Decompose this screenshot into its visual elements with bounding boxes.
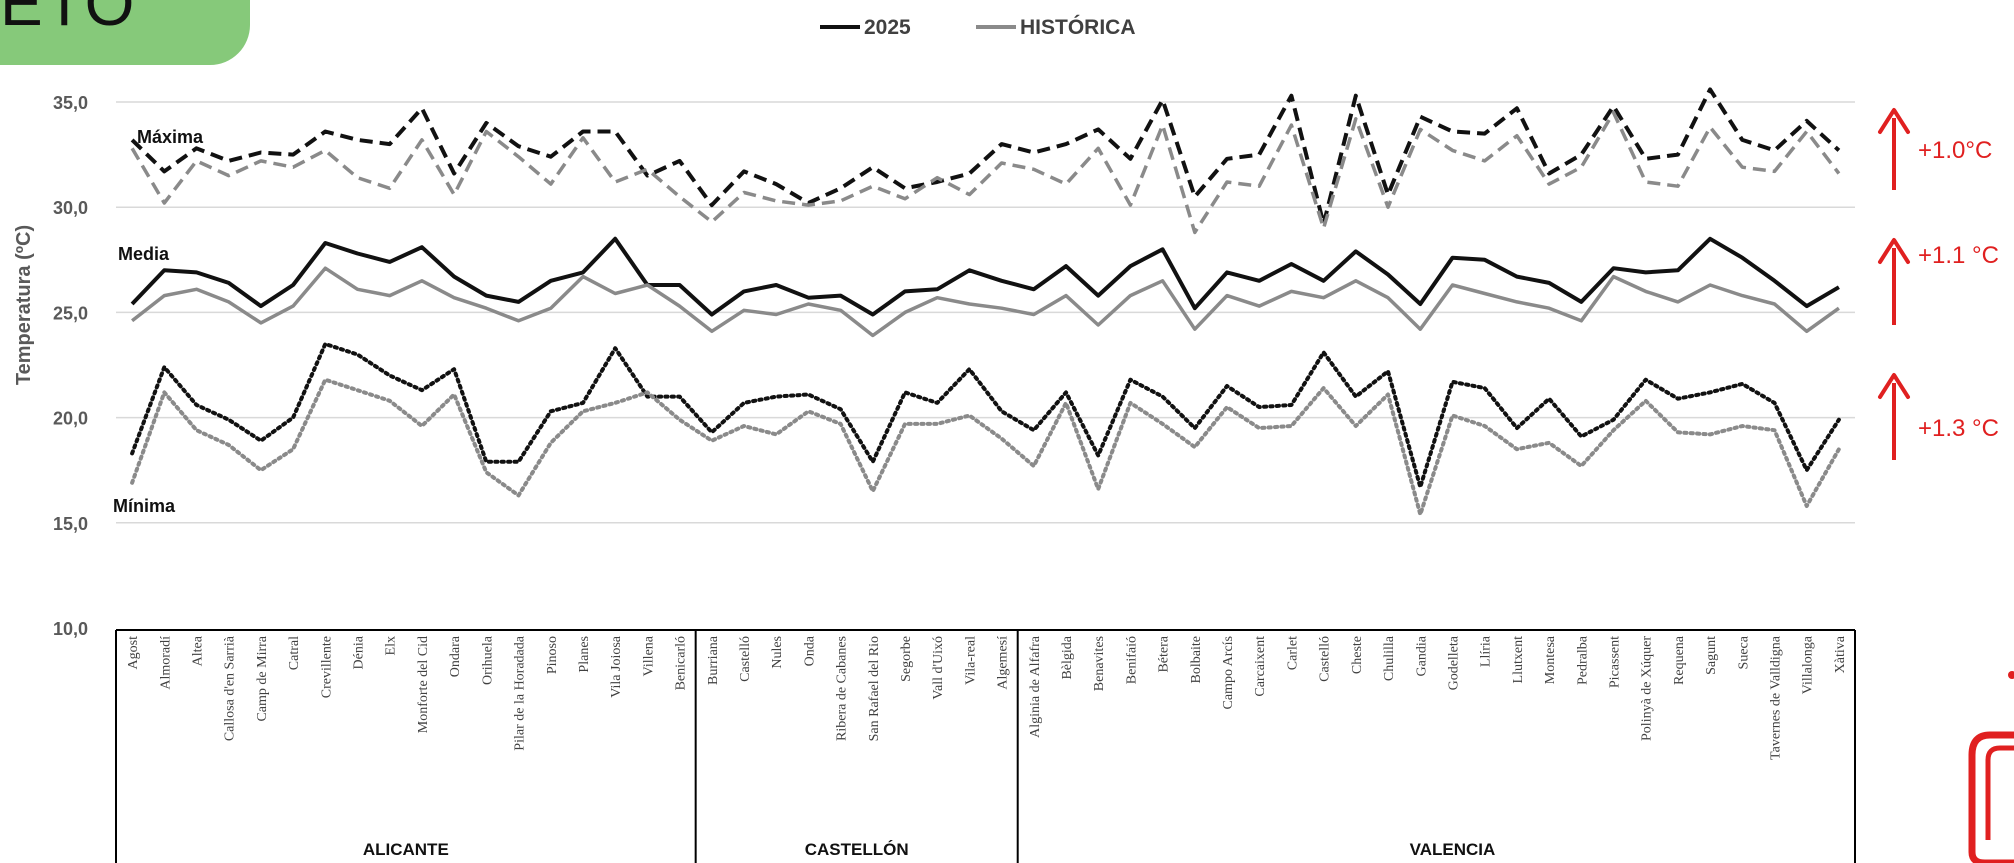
x-tick-label: Bèlgida bbox=[1060, 635, 1075, 679]
y-tick-label: 15,0 bbox=[53, 514, 88, 534]
x-tick-label: Campo Arcís bbox=[1221, 636, 1236, 710]
y-tick-label: 35,0 bbox=[53, 93, 88, 113]
x-tick-label: Alginia de Alfafra bbox=[1028, 635, 1043, 738]
x-tick-label: Altea bbox=[191, 635, 206, 666]
logo-icon bbox=[1968, 731, 2014, 863]
x-tick-label: Benifaió bbox=[1124, 636, 1139, 684]
x-tick-label: Carcaixent bbox=[1253, 636, 1268, 697]
annotation-text: +1.1 °C bbox=[1918, 242, 1999, 269]
annotation-text: +1.0°C bbox=[1918, 137, 1992, 164]
x-tick-label: Segorbe bbox=[899, 636, 914, 682]
logo-dot bbox=[2008, 671, 2014, 679]
logo-icon-inner bbox=[1985, 745, 2014, 840]
x-tick-label: Pinoso bbox=[545, 636, 560, 674]
x-tick-label: Dénia bbox=[352, 635, 367, 669]
x-tick-label: Pilar de la Horadada bbox=[513, 635, 528, 750]
x-tick-label: Sagunt bbox=[1704, 636, 1719, 675]
x-tick-label: Algemesí bbox=[996, 636, 1011, 690]
x-tick-label: San Rafael del Rio bbox=[867, 636, 882, 741]
x-tick-label: Crevillente bbox=[319, 636, 334, 698]
x-tick-label: Tavernes de Valldigna bbox=[1768, 635, 1783, 760]
x-tick-label: Callosa d'en Sarrià bbox=[223, 635, 238, 741]
x-tick-label: Castelló bbox=[1318, 636, 1333, 682]
x-tick-label: Ribera de Cabanes bbox=[835, 636, 850, 741]
legend-label: 2025 bbox=[864, 16, 911, 39]
series-line bbox=[130, 236, 1840, 317]
series-line bbox=[130, 377, 1841, 517]
x-tick-label: Gandia bbox=[1414, 635, 1429, 676]
x-tick-label: Vila Joiosa bbox=[609, 635, 624, 698]
x-tick-label: Requena bbox=[1672, 635, 1687, 685]
x-tick-label: Benicarló bbox=[674, 636, 689, 690]
x-tick-label: Pedralba bbox=[1575, 635, 1590, 685]
series-line bbox=[130, 342, 1841, 489]
x-tick-label: Villena bbox=[641, 635, 656, 676]
header-tab bbox=[0, 0, 250, 65]
x-tick-label: Godelleta bbox=[1446, 635, 1461, 690]
x-tick-label: Ondara bbox=[448, 635, 463, 677]
x-tick-label: Vall d'Uixó bbox=[931, 636, 946, 700]
legend-label: HISTÓRICA bbox=[1020, 15, 1136, 39]
region-label: CASTELLÓN bbox=[805, 840, 909, 859]
x-tick-label: Onda bbox=[802, 635, 817, 666]
x-tick-label: Orihuela bbox=[480, 635, 495, 685]
x-tick-label: Vila-real bbox=[963, 636, 978, 685]
y-axis-label: Temperatura (ºC) bbox=[13, 225, 35, 385]
x-tick-label: Carlet bbox=[1285, 636, 1300, 670]
group-label-max: Máxima bbox=[137, 127, 204, 147]
y-tick-label: 25,0 bbox=[53, 303, 88, 323]
x-tick-label: Monforte del Cid bbox=[416, 636, 431, 733]
x-tick-label: Benavites bbox=[1092, 636, 1107, 691]
y-tick-label: 10,0 bbox=[53, 619, 88, 639]
series-line bbox=[131, 266, 1840, 338]
region-label: ALICANTE bbox=[363, 840, 449, 859]
x-tick-label: Almoradí bbox=[158, 636, 173, 690]
x-tick-label: Bolbaite bbox=[1189, 636, 1204, 683]
x-tick-label: Polinyà de Xúquer bbox=[1640, 636, 1655, 741]
region-label: VALENCIA bbox=[1410, 840, 1496, 859]
x-tick-label: Xàtiva bbox=[1833, 635, 1848, 673]
x-tick-label: Llíria bbox=[1479, 635, 1494, 667]
x-tick-label: Castelló bbox=[738, 636, 753, 682]
x-tick-label: Burriana bbox=[706, 635, 721, 685]
header-tab-text: ETO bbox=[0, 0, 137, 39]
x-tick-label: Catral bbox=[287, 636, 302, 670]
up-arrow-icon bbox=[1878, 108, 1910, 134]
x-tick-label: Bétera bbox=[1157, 635, 1172, 672]
y-tick-label: 30,0 bbox=[53, 198, 88, 218]
x-tick-label: Elx bbox=[384, 636, 399, 655]
x-tick-label: Montesa bbox=[1543, 635, 1558, 684]
x-tick-label: Llutxent bbox=[1511, 636, 1526, 684]
x-tick-label: Agost bbox=[126, 636, 141, 670]
x-tick-label: Planes bbox=[577, 636, 592, 673]
x-tick-label: Nules bbox=[770, 636, 785, 669]
series-line bbox=[130, 87, 1841, 226]
x-tick-label: Camp de Mirra bbox=[255, 635, 270, 721]
group-label-mean: Media bbox=[118, 244, 170, 264]
series-line bbox=[130, 110, 1841, 235]
up-arrow-icon bbox=[1878, 238, 1910, 264]
x-tick-label: Sueca bbox=[1736, 635, 1751, 669]
up-arrow-icon bbox=[1878, 373, 1910, 399]
x-tick-label: Cheste bbox=[1350, 636, 1365, 674]
x-tick-label: Picassent bbox=[1607, 636, 1622, 688]
annotation-text: +1.3 °C bbox=[1918, 415, 1999, 442]
group-label-min: Mínima bbox=[113, 496, 176, 516]
x-tick-label: Villalonga bbox=[1801, 635, 1816, 694]
y-tick-label: 20,0 bbox=[53, 409, 88, 429]
x-tick-label: Chulilla bbox=[1382, 635, 1397, 681]
